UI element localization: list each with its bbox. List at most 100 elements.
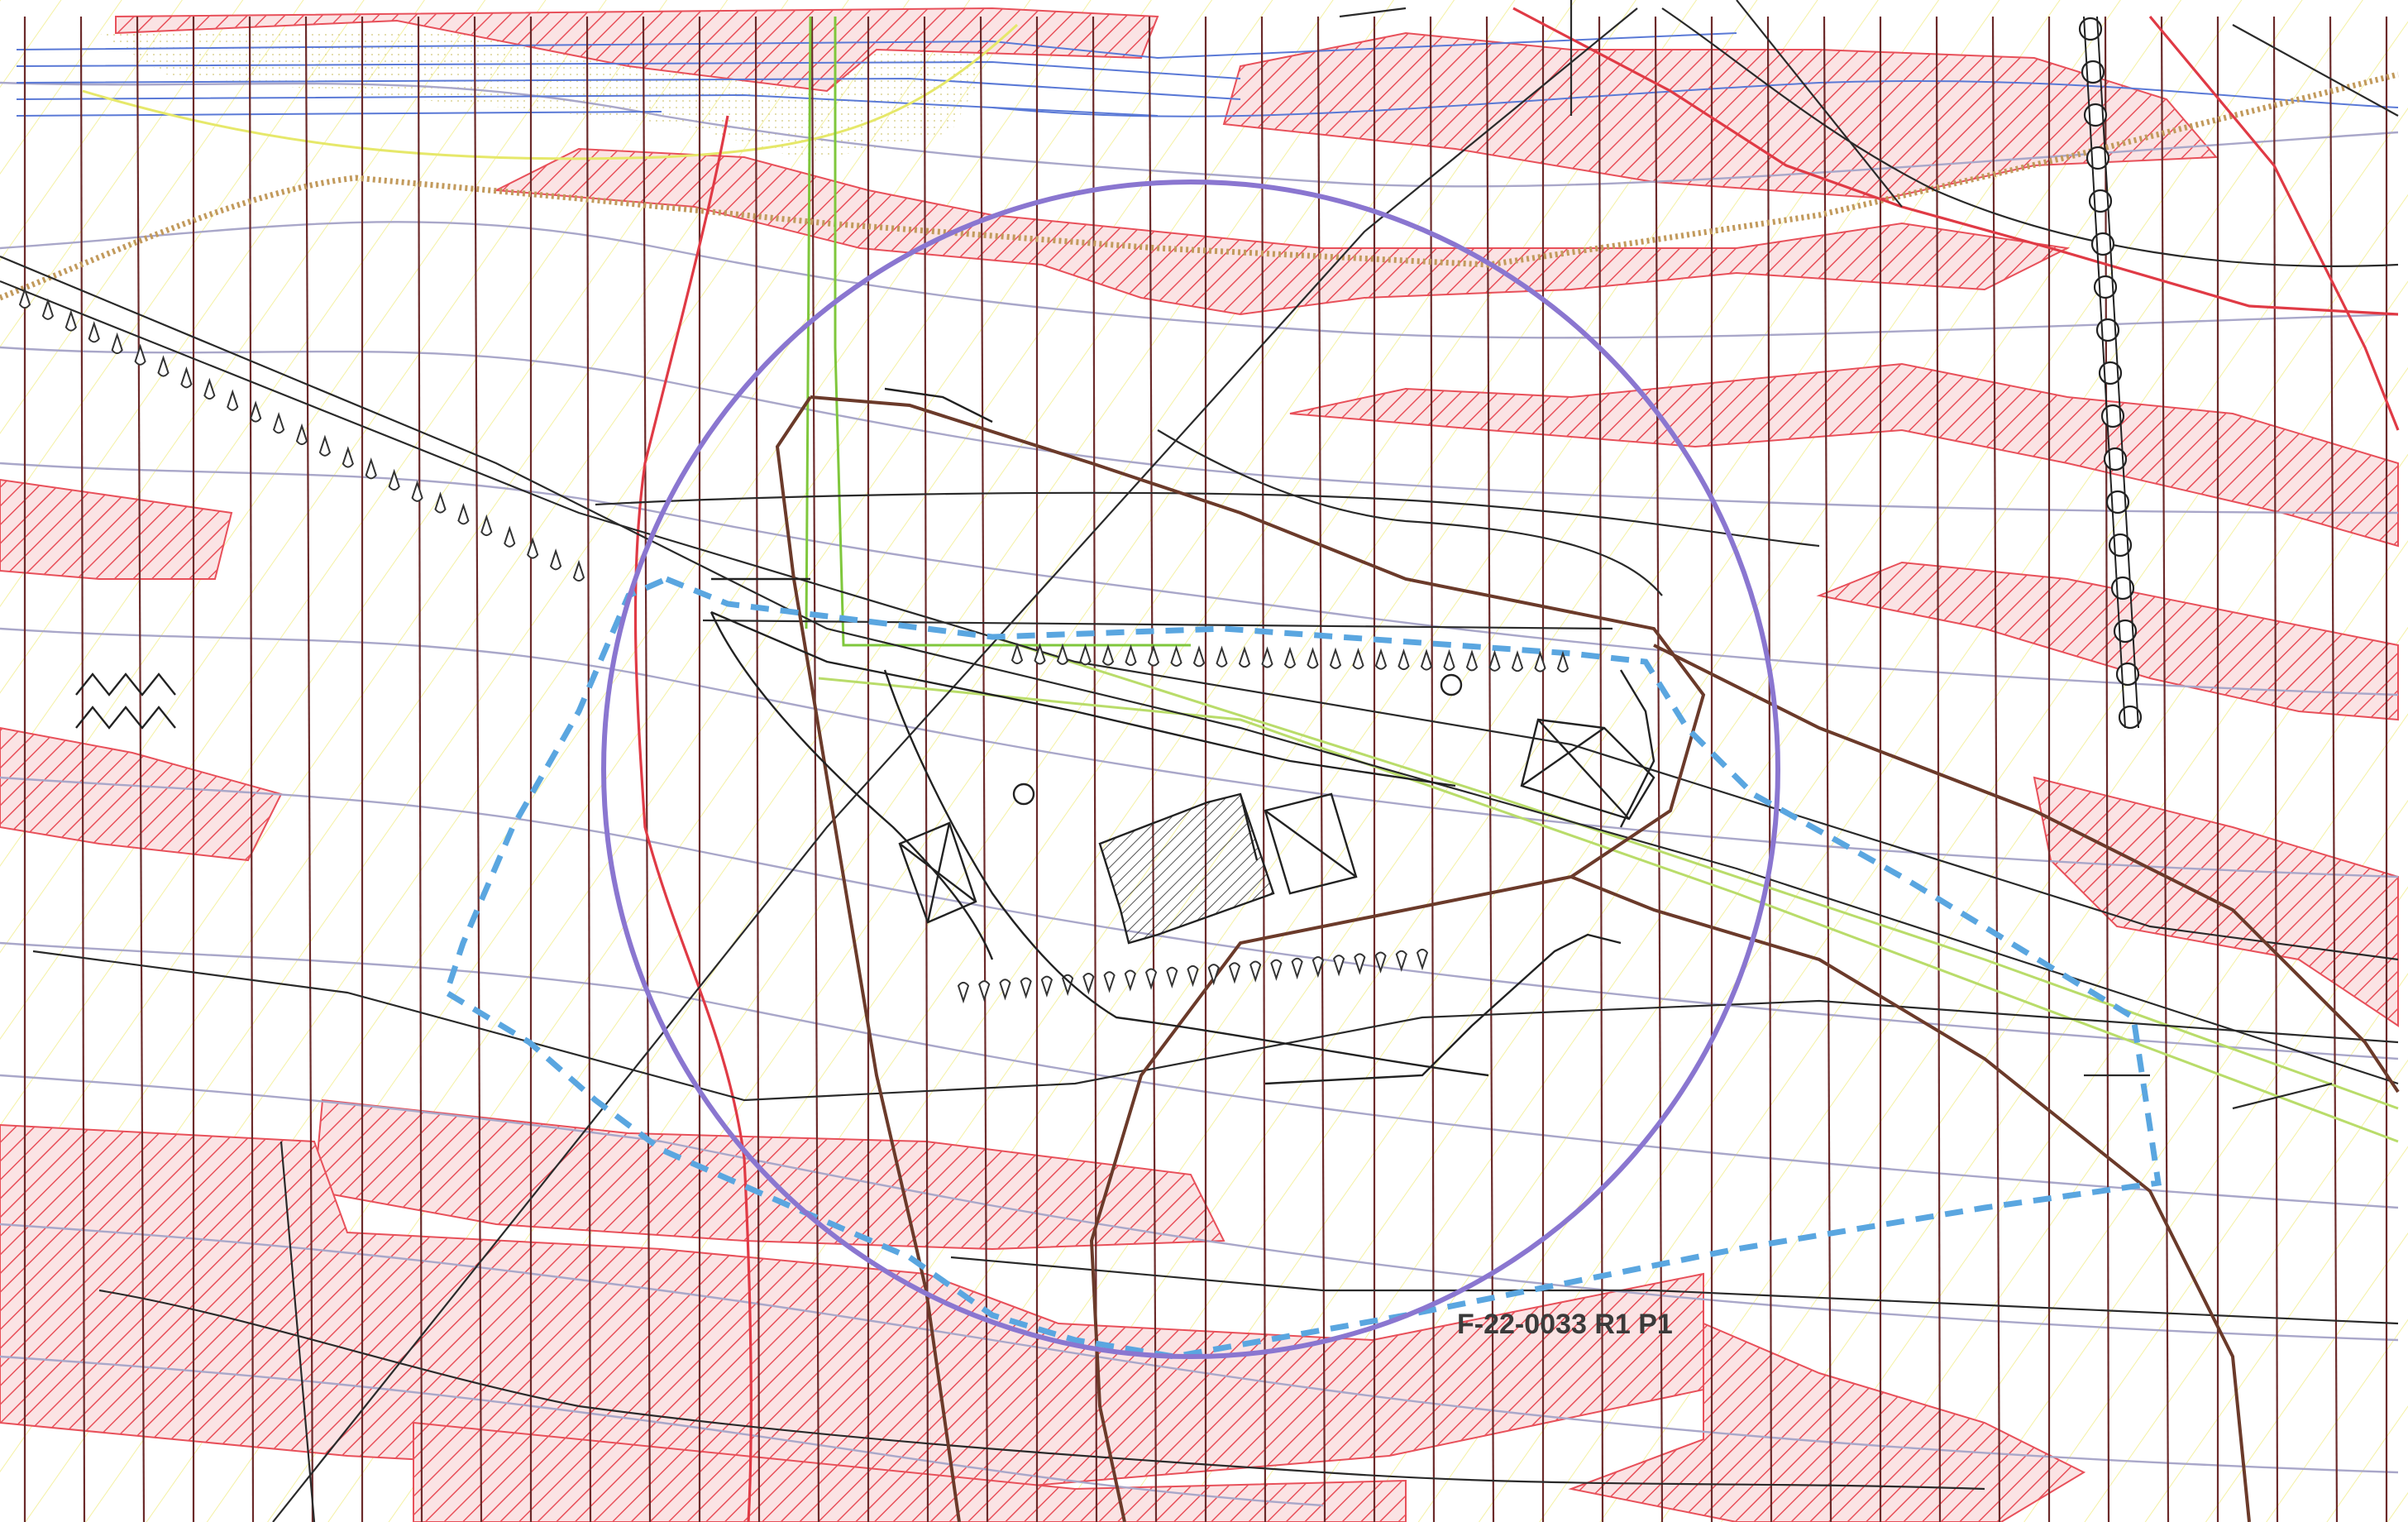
brown-property-lines <box>775 395 2400 1522</box>
slope-triangle-icon <box>157 355 170 377</box>
vertical-grid-line <box>1260 16 1267 1522</box>
slope-triangle-icon <box>388 468 400 491</box>
slope-triangle-icon <box>1147 644 1160 667</box>
contour-lines <box>0 81 2399 1507</box>
vertical-grid-line <box>1823 16 1832 1522</box>
slope-triangle-icon <box>1010 642 1024 665</box>
slope-triangle-icon <box>1192 645 1206 668</box>
slope-triangle-icon <box>1465 649 1479 672</box>
slope-triangle-icon <box>1020 977 1032 999</box>
slope-triangle-icon <box>457 503 470 525</box>
vertical-grid-line <box>2160 16 2170 1522</box>
vertical-grid-line <box>1148 16 1158 1522</box>
slope-triangle-icon <box>1488 649 1501 672</box>
slope-triangle-icon <box>1416 948 1429 971</box>
vertical-grid-line <box>979 16 989 1522</box>
vertical-grid-line <box>1654 16 1664 1522</box>
slope-triangle-icon <box>134 343 146 366</box>
vertical-grid-line <box>136 16 146 1522</box>
vertical-grid-line <box>417 16 423 1522</box>
slope-triangle-icon <box>1249 960 1262 983</box>
vertical-grid-line <box>2104 16 2110 1522</box>
slope-triangle-icon <box>342 446 354 468</box>
slope-triangle-icon <box>1144 968 1158 990</box>
well-circle-icon <box>1012 783 1035 806</box>
slope-triangle-icon <box>1556 650 1570 673</box>
slope-triangle-icon <box>1270 959 1283 981</box>
slope-triangle-icon <box>1374 648 1388 670</box>
circle-column-line <box>2083 16 2126 729</box>
slope-triangle-icon <box>1332 955 1345 977</box>
slope-triangle-icon <box>1124 969 1136 992</box>
x-box-icon <box>1520 718 1656 821</box>
parcel-label: F-22-0033 R1 P1 <box>1457 1309 1673 1340</box>
slope-triangle-icon <box>1534 650 1546 672</box>
slope-triangle-icon <box>1101 644 1115 666</box>
vertical-grid-line <box>923 16 929 1522</box>
vertical-grid-line <box>1766 16 1773 1522</box>
slope-triangle-icon <box>504 525 516 548</box>
slope-triangle-icon <box>1395 950 1407 973</box>
site-features <box>710 387 1656 1085</box>
vertical-grid-line <box>2272 16 2279 1522</box>
slope-triangle-icon <box>1374 951 1387 974</box>
slope-triangle-icon <box>1238 645 1251 668</box>
dotted-brown-line <box>0 71 2399 301</box>
slope-triangle-icon <box>1056 643 1069 665</box>
slope-triangle-icon <box>1283 646 1297 669</box>
slope-triangle-icon <box>999 979 1011 1001</box>
slope-triangle-icon <box>1261 646 1273 668</box>
slope-triangle-icon <box>203 377 216 400</box>
slope-triangle-icon <box>272 412 285 434</box>
slope-triangle-icon <box>1228 962 1241 984</box>
vertical-grid-line <box>473 16 483 1522</box>
slope-triangle-icon <box>1034 643 1046 665</box>
vertical-grid-line <box>810 16 820 1522</box>
slope-triangle-icon <box>1062 974 1074 997</box>
slope-triangle-icon <box>1291 957 1303 980</box>
vertical-grid-line <box>2329 16 2339 1522</box>
slope-triangle-icon <box>1420 649 1433 671</box>
parcel-boundary <box>442 576 2162 1360</box>
slope-triangle-icon <box>1398 648 1410 671</box>
yellow-curve <box>82 23 1019 160</box>
slope-triangle-icon <box>88 321 100 343</box>
slope-triangle-icon <box>411 480 423 502</box>
circle-column-line-2 <box>2096 16 2139 729</box>
slope-triangle-icon <box>18 286 31 309</box>
slope-triangle-icon <box>111 332 123 355</box>
vertical-grid-line <box>304 16 314 1522</box>
slope-triangle-icon <box>1166 966 1178 989</box>
well-circle-icon <box>1440 673 1463 696</box>
vertical-grid-line <box>754 16 761 1522</box>
slope-triangle-icon <box>1079 644 1092 666</box>
slope-triangle-icon <box>572 559 585 582</box>
slope-triangle-icon <box>1082 973 1095 995</box>
vertical-grid-line <box>1429 16 1436 1522</box>
vertical-grid-line <box>1991 16 2001 1522</box>
blue-lines <box>16 32 2399 117</box>
zigzag-symbol-icon <box>75 672 176 730</box>
slope-triangle-icon <box>1207 964 1220 986</box>
slope-triangle-icon <box>1216 645 1228 668</box>
vertical-grid-line <box>1316 16 1326 1522</box>
slope-triangle-icon <box>1354 953 1366 975</box>
vertical-grid-line <box>1598 16 1604 1522</box>
slope-triangle-icon <box>365 457 377 480</box>
slope-triangle-icon <box>1352 648 1364 670</box>
slope-triangle-icon <box>1312 956 1324 979</box>
vertical-grid-line <box>1935 16 1942 1522</box>
slope-triangle-icon <box>1103 971 1116 993</box>
slope-triangle-icon <box>434 491 447 514</box>
buffer-circle <box>601 179 1780 1359</box>
slope-triangle-icon <box>227 389 239 411</box>
vertical-grid-line <box>585 16 592 1522</box>
slope-triangle-icon <box>1307 647 1319 669</box>
vertical-grid-line <box>248 16 255 1522</box>
x-box-icon <box>1264 792 1358 895</box>
slope-triangle-icon <box>1187 964 1199 988</box>
slope-triangle-icon <box>957 981 970 1004</box>
slope-triangle-icon <box>318 434 332 457</box>
